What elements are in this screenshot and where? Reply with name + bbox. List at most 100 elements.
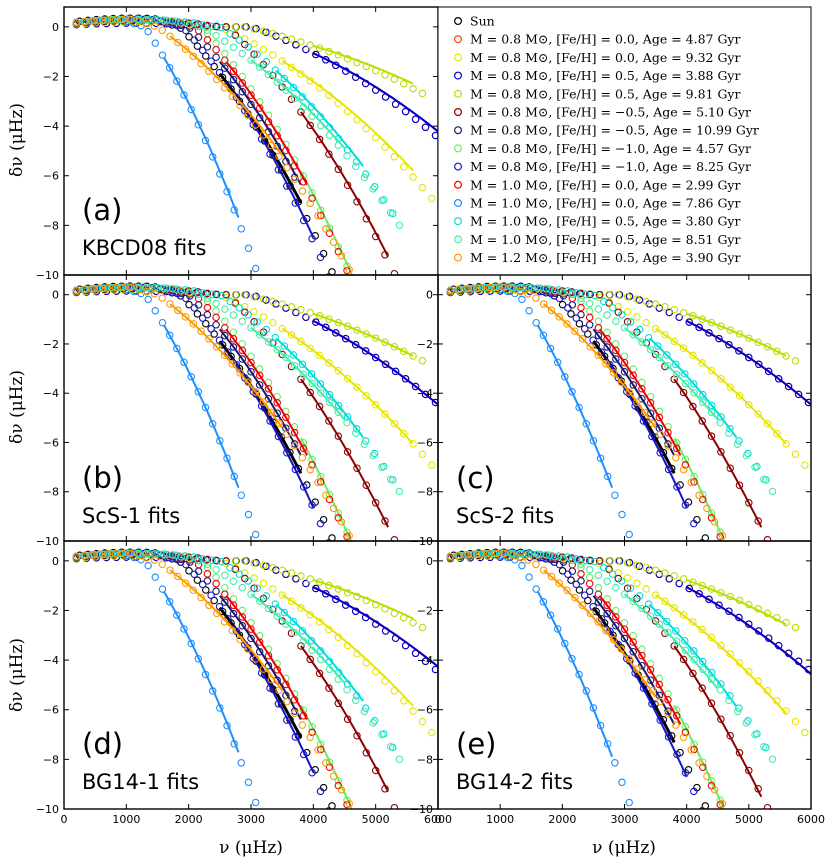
data-point [655, 570, 664, 579]
legend-marker [454, 126, 463, 135]
data-point [308, 194, 316, 203]
data-point [675, 579, 683, 588]
data-point [472, 284, 481, 292]
data-point [168, 551, 177, 559]
data-point [271, 600, 280, 608]
data-point [644, 600, 653, 608]
data-point [717, 715, 725, 723]
data-point [782, 352, 790, 360]
data-point [381, 360, 390, 369]
data-point [212, 313, 220, 322]
data-point [317, 478, 325, 486]
series-3 [72, 287, 438, 407]
fit-label-c: ScS-2 fits [456, 504, 554, 528]
data-point [174, 572, 182, 581]
data-point [180, 91, 188, 99]
data-point [299, 444, 308, 453]
data-point [585, 307, 594, 315]
series-9 [446, 283, 724, 541]
data-point [715, 334, 723, 343]
data-point [663, 351, 671, 359]
data-point [180, 625, 188, 633]
data-point [190, 36, 199, 44]
data-point [142, 283, 151, 292]
data-point [250, 574, 258, 582]
data-point [555, 560, 564, 569]
data-point [163, 284, 171, 293]
data-point [371, 334, 380, 342]
data-point [648, 432, 656, 441]
data-point [271, 66, 280, 74]
data-point [221, 598, 229, 606]
data-point [577, 294, 585, 302]
data-point [329, 772, 338, 780]
data-point [197, 327, 205, 335]
data-point [103, 550, 112, 558]
data-point [247, 634, 255, 643]
data-point [542, 285, 550, 293]
data-point [401, 375, 410, 383]
data-point [612, 317, 620, 325]
data-point [701, 534, 710, 541]
data-point [88, 551, 96, 559]
data-point [594, 317, 603, 326]
data-point [651, 300, 660, 308]
data-point [241, 290, 249, 299]
legend-marker [454, 144, 463, 153]
data-point [418, 357, 427, 365]
y-tick-label: −2 [43, 70, 59, 83]
legend-marker [454, 253, 463, 262]
data-point [369, 185, 377, 193]
data-point [590, 557, 599, 566]
data-point [418, 89, 427, 98]
data-point [345, 532, 353, 540]
data-point [282, 353, 290, 362]
panel-label-b: (b) [82, 461, 123, 495]
data-point [244, 510, 253, 519]
data-point [207, 57, 215, 65]
data-point [568, 290, 577, 299]
data-point [231, 31, 240, 40]
data-point [290, 442, 299, 450]
data-point [158, 26, 166, 35]
data-point [229, 577, 238, 586]
data-point [399, 163, 408, 171]
data-point [707, 366, 716, 375]
data-point [247, 91, 255, 99]
fit-line [219, 61, 302, 186]
data-point [186, 555, 194, 563]
data-point [707, 408, 716, 417]
data-point [306, 41, 314, 49]
data-point [238, 317, 247, 325]
data-point [306, 199, 314, 208]
data-point [690, 647, 698, 655]
data-point [287, 95, 296, 103]
data-point [185, 567, 193, 575]
y-tick-label: −10 [36, 269, 59, 282]
series-13 [72, 283, 353, 540]
data-point [656, 448, 664, 457]
legend-entry: M = 1.0 M⊙, [Fe/H] = 0.5, Age = 3.80 Gyr [470, 214, 740, 229]
data-point [745, 499, 753, 507]
data-point [371, 133, 380, 142]
data-point [633, 561, 641, 570]
data-point [672, 444, 681, 453]
data-point [190, 19, 198, 27]
data-point [182, 560, 190, 569]
series-13 [72, 15, 353, 274]
fit-line [623, 593, 719, 690]
data-point [244, 378, 252, 387]
series-5 [446, 550, 772, 809]
data-point [539, 566, 548, 574]
data-point [255, 638, 264, 646]
data-point [306, 466, 314, 474]
data-point [283, 163, 291, 172]
data-point [280, 608, 289, 617]
data-point [390, 803, 399, 809]
data-point [679, 308, 688, 317]
data-point [695, 323, 703, 332]
series-2 [72, 16, 436, 203]
data-point [532, 318, 540, 327]
data-point [614, 569, 623, 577]
data-point [655, 680, 664, 689]
